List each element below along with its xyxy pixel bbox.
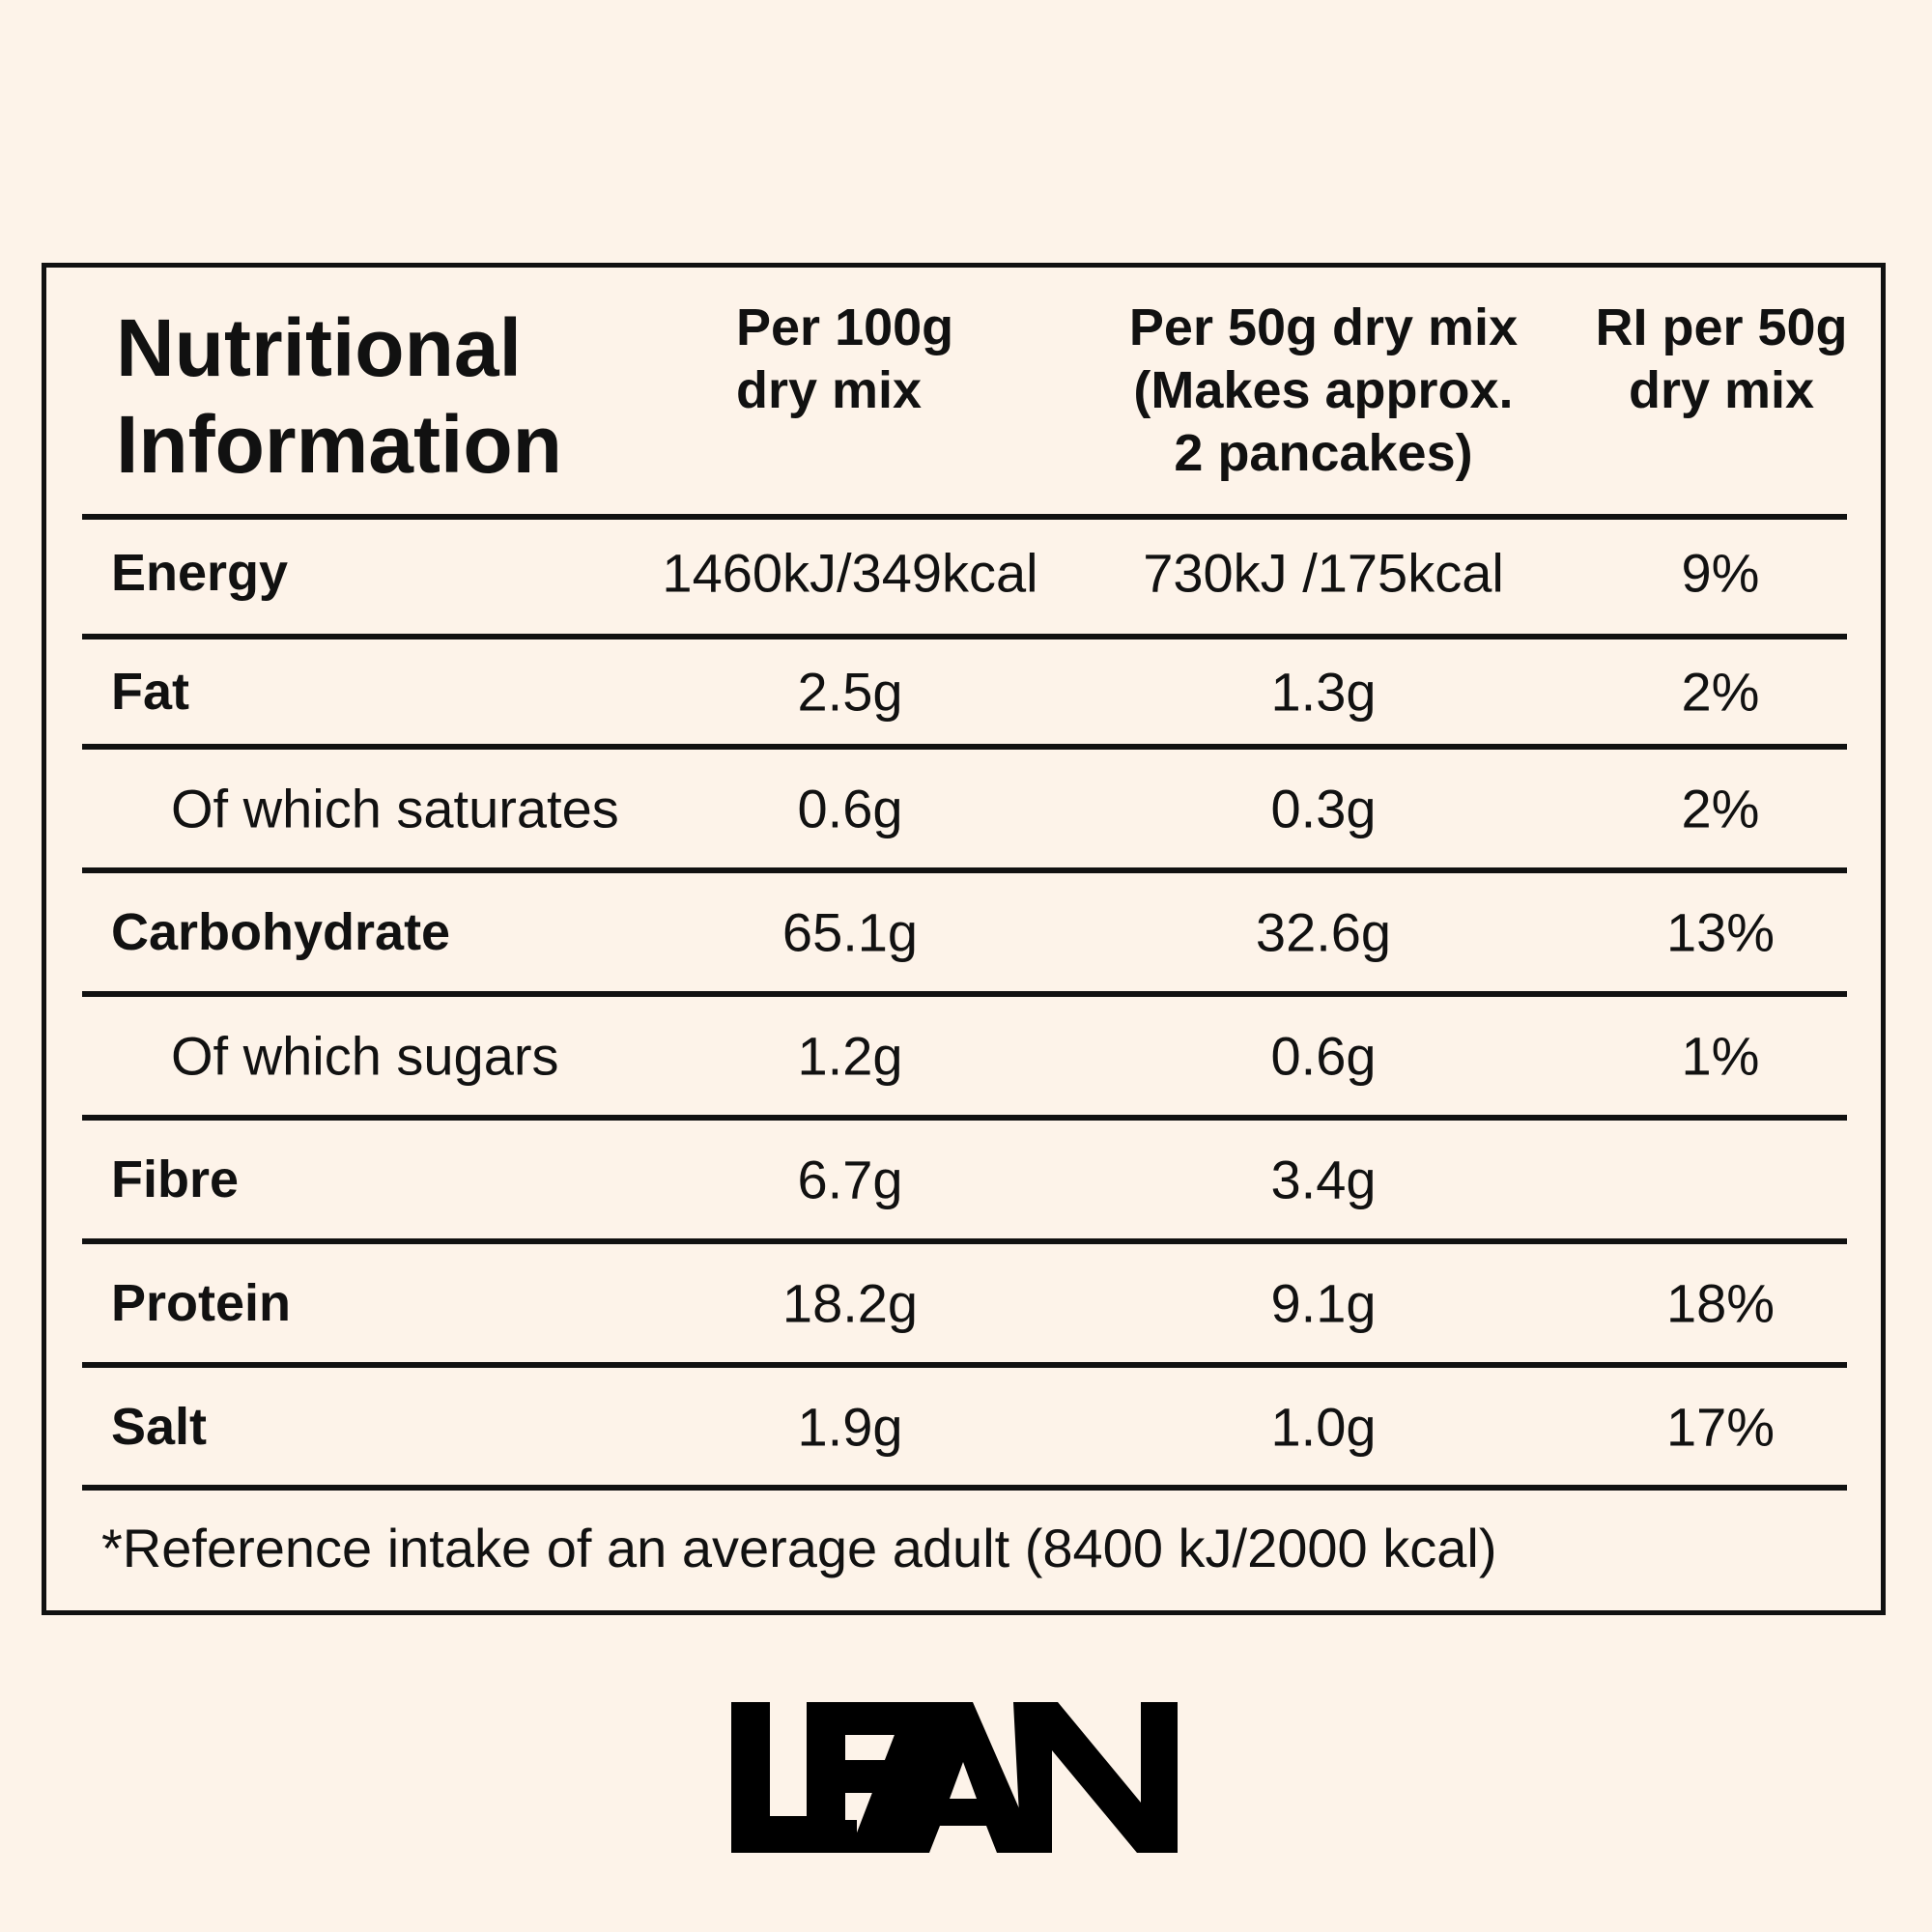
divider bbox=[82, 744, 1847, 750]
table-row-protein: Protein 18.2g 9.1g 18% bbox=[82, 1244, 1847, 1362]
row-label: Of which sugars bbox=[171, 1025, 559, 1087]
value-per-100g: 1.9g bbox=[797, 1396, 903, 1457]
table-row-salt: Salt 1.9g 1.0g 17% bbox=[82, 1368, 1847, 1485]
value-ri: 17% bbox=[1665, 1396, 1776, 1457]
table-row-fibre: Fibre 6.7g 3.4g bbox=[82, 1121, 1847, 1238]
column-header-per-100g: Per 100g dry mix bbox=[736, 297, 953, 422]
value-per-50g: 730kJ /175kcal bbox=[1143, 542, 1504, 604]
value-per-50g: 0.6g bbox=[1270, 1025, 1377, 1087]
value-per-50g: 9.1g bbox=[1270, 1272, 1377, 1334]
table-row-sugars: Of which sugars 1.2g 0.6g 1% bbox=[82, 997, 1847, 1115]
row-label: Protein bbox=[111, 1274, 292, 1332]
divider bbox=[82, 634, 1847, 639]
title-line-2: Information bbox=[116, 399, 562, 490]
value-per-50g: 1.3g bbox=[1270, 661, 1377, 723]
col2-line-3: 2 pancakes) bbox=[1174, 424, 1473, 482]
divider bbox=[82, 1362, 1847, 1368]
divider bbox=[82, 1115, 1847, 1121]
col1-line-2: dry mix bbox=[736, 361, 923, 419]
row-label: Fibre bbox=[111, 1151, 240, 1208]
title-line-1: Nutritional bbox=[116, 302, 522, 393]
table-title: Nutritional Information bbox=[116, 299, 562, 493]
value-per-50g: 1.0g bbox=[1270, 1396, 1377, 1457]
value-ri: 9% bbox=[1681, 542, 1760, 604]
footnote: *Reference intake of an average adult (8… bbox=[101, 1518, 1497, 1578]
value-ri: 18% bbox=[1665, 1272, 1776, 1334]
row-label: Fat bbox=[111, 663, 189, 721]
table-row-fat: Fat 2.5g 1.3g 2% bbox=[82, 639, 1847, 744]
divider-header bbox=[82, 514, 1847, 520]
col3-line-2: dry mix bbox=[1628, 361, 1815, 419]
table-row-carbohydrate: Carbohydrate 65.1g 32.6g 13% bbox=[82, 873, 1847, 991]
divider-footer bbox=[82, 1485, 1847, 1491]
value-per-100g: 1.2g bbox=[797, 1025, 903, 1087]
col3-line-1: RI per 50g bbox=[1595, 298, 1848, 356]
table-row-energy: Energy 1460kJ/349kcal 730kJ /175kcal 9% bbox=[82, 520, 1847, 626]
value-per-50g: 3.4g bbox=[1270, 1149, 1377, 1210]
value-ri: 1% bbox=[1681, 1025, 1760, 1087]
value-per-100g: 2.5g bbox=[797, 661, 903, 723]
row-label: Of which saturates bbox=[171, 778, 619, 839]
value-per-100g: 18.2g bbox=[781, 1272, 919, 1334]
row-label: Carbohydrate bbox=[111, 903, 451, 961]
col2-line-1: Per 50g dry mix bbox=[1128, 298, 1519, 356]
value-per-100g: 1460kJ/349kcal bbox=[662, 542, 1038, 604]
col1-line-1: Per 100g bbox=[736, 298, 954, 356]
value-per-100g: 6.7g bbox=[797, 1149, 903, 1210]
value-per-50g: 0.3g bbox=[1270, 778, 1377, 839]
lean-logo bbox=[731, 1702, 1178, 1853]
divider bbox=[82, 991, 1847, 997]
value-per-100g: 65.1g bbox=[781, 901, 919, 963]
nutrition-panel bbox=[42, 263, 1886, 1615]
row-label: Salt bbox=[111, 1397, 208, 1456]
table-row-saturates: Of which saturates 0.6g 0.3g 2% bbox=[82, 750, 1847, 867]
value-ri: 2% bbox=[1681, 778, 1760, 839]
divider bbox=[82, 867, 1847, 873]
divider bbox=[82, 1238, 1847, 1244]
col2-line-2: (Makes approx. bbox=[1133, 361, 1514, 419]
value-per-100g: 0.6g bbox=[797, 778, 903, 839]
value-ri: 13% bbox=[1665, 901, 1776, 963]
value-ri: 2% bbox=[1681, 661, 1760, 723]
row-label: Energy bbox=[111, 544, 289, 602]
value-per-50g: 32.6g bbox=[1255, 901, 1392, 963]
